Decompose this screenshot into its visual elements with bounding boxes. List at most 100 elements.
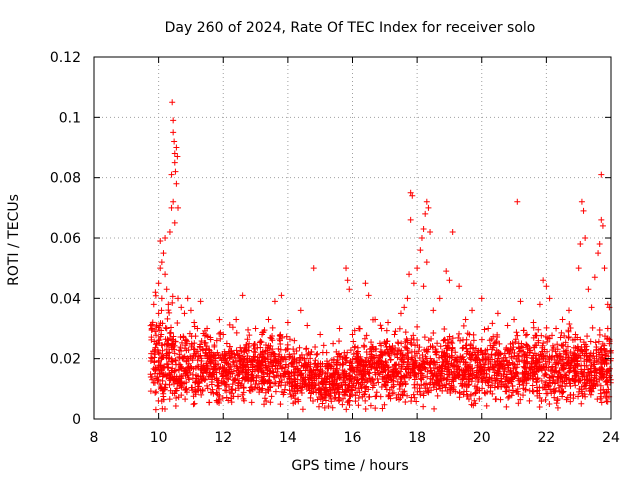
data-point: [491, 372, 498, 379]
data-point: [363, 348, 370, 355]
data-point: [574, 363, 581, 370]
data-point: [358, 385, 365, 392]
data-point: [386, 386, 393, 393]
data-point: [204, 325, 211, 332]
data-point: [198, 391, 205, 398]
data-point: [405, 350, 412, 357]
data-point: [341, 377, 348, 384]
data-point: [159, 342, 166, 349]
data-point: [520, 363, 527, 370]
data-point: [438, 376, 445, 383]
data-point: [249, 372, 256, 379]
data-point: [257, 344, 264, 351]
data-point: [412, 357, 419, 364]
data-point: [580, 339, 587, 346]
data-point: [325, 403, 332, 410]
data-point: [566, 369, 573, 376]
data-point: [546, 359, 553, 366]
data-point: [267, 358, 274, 365]
data-point: [392, 328, 399, 335]
data-point: [401, 388, 408, 395]
data-point: [227, 354, 234, 361]
data-point: [439, 348, 446, 355]
data-point: [178, 348, 185, 355]
data-point: [173, 180, 180, 187]
data-point: [160, 372, 167, 379]
data-point: [386, 392, 393, 399]
data-point: [360, 367, 367, 374]
data-point: [377, 348, 384, 355]
data-point: [193, 349, 200, 356]
data-point: [455, 374, 462, 381]
data-point: [233, 329, 240, 336]
data-point: [256, 389, 263, 396]
data-point: [276, 360, 283, 367]
data-point: [381, 381, 388, 388]
data-point: [542, 333, 549, 340]
data-point: [155, 359, 162, 366]
data-point: [475, 351, 482, 358]
data-point: [599, 222, 606, 229]
data-point: [591, 355, 598, 362]
data-point: [536, 403, 543, 410]
data-point: [282, 346, 289, 353]
data-point: [272, 380, 279, 387]
y-tick-label: 0.12: [50, 50, 81, 66]
data-point: [379, 405, 386, 412]
data-point: [598, 399, 605, 406]
data-point: [216, 385, 223, 392]
data-point: [374, 375, 381, 382]
data-point: [180, 333, 187, 340]
data-point: [603, 336, 610, 343]
data-point: [262, 341, 269, 348]
data-point: [549, 342, 556, 349]
data-point: [314, 350, 321, 357]
data-point: [286, 375, 293, 382]
data-point: [417, 375, 424, 382]
data-point: [201, 377, 208, 384]
data-point: [546, 374, 553, 381]
data-point: [248, 399, 255, 406]
data-point: [447, 389, 454, 396]
data-point: [407, 339, 414, 346]
data-point: [326, 384, 333, 391]
data-point: [567, 348, 574, 355]
data-point: [280, 371, 287, 378]
data-point: [443, 268, 450, 275]
data-point: [543, 283, 550, 290]
data-point: [306, 381, 313, 388]
data-point: [562, 372, 569, 379]
data-point: [176, 377, 183, 384]
data-point: [289, 361, 296, 368]
data-point: [472, 345, 479, 352]
data-point: [546, 295, 553, 302]
data-point: [572, 351, 579, 358]
data-point: [260, 377, 267, 384]
data-point: [162, 235, 169, 241]
data-point: [516, 381, 523, 388]
data-point: [542, 386, 549, 393]
data-point: [377, 322, 384, 329]
data-point: [355, 402, 362, 409]
data-point: [479, 385, 486, 392]
data-point: [201, 332, 208, 339]
data-point: [304, 363, 311, 370]
data-point: [219, 350, 226, 357]
data-point: [365, 358, 372, 365]
data-point: [481, 326, 488, 333]
data-point: [559, 316, 566, 323]
data-point: [267, 399, 274, 406]
data-point: [381, 363, 388, 370]
data-point: [326, 373, 333, 380]
data-point: [153, 388, 160, 395]
data-point: [478, 295, 485, 302]
data-point: [410, 391, 417, 398]
data-point: [597, 387, 604, 394]
chart-title: Day 260 of 2024, Rate Of TEC Index for r…: [165, 20, 536, 36]
data-point: [474, 378, 481, 385]
data-point: [298, 370, 305, 377]
data-point: [536, 359, 543, 366]
data-point: [233, 316, 240, 323]
data-point: [571, 350, 578, 357]
